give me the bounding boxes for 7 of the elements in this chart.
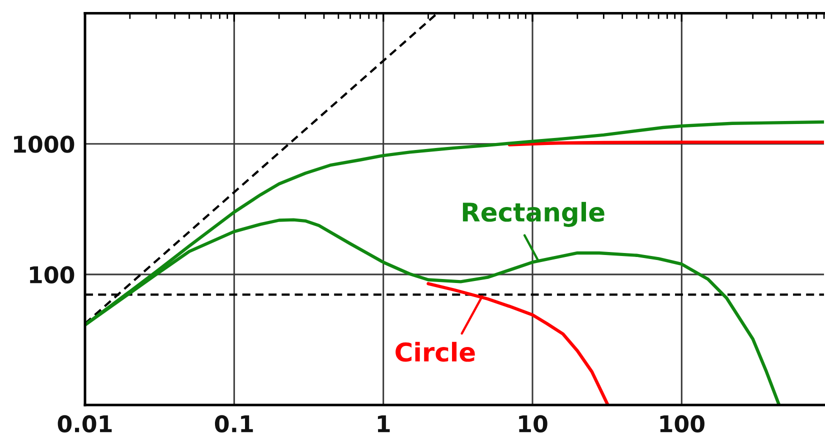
- x-tick-label: 10: [519, 415, 548, 432]
- x-tick-label: 0.1: [214, 415, 253, 432]
- annotation: Circle: [396, 342, 475, 362]
- x-tick-label: 0.01: [58, 415, 112, 432]
- x-tick-label: 100: [660, 415, 704, 432]
- x-tick-label: 1: [378, 415, 390, 432]
- y-tick-label: 1000: [14, 136, 74, 153]
